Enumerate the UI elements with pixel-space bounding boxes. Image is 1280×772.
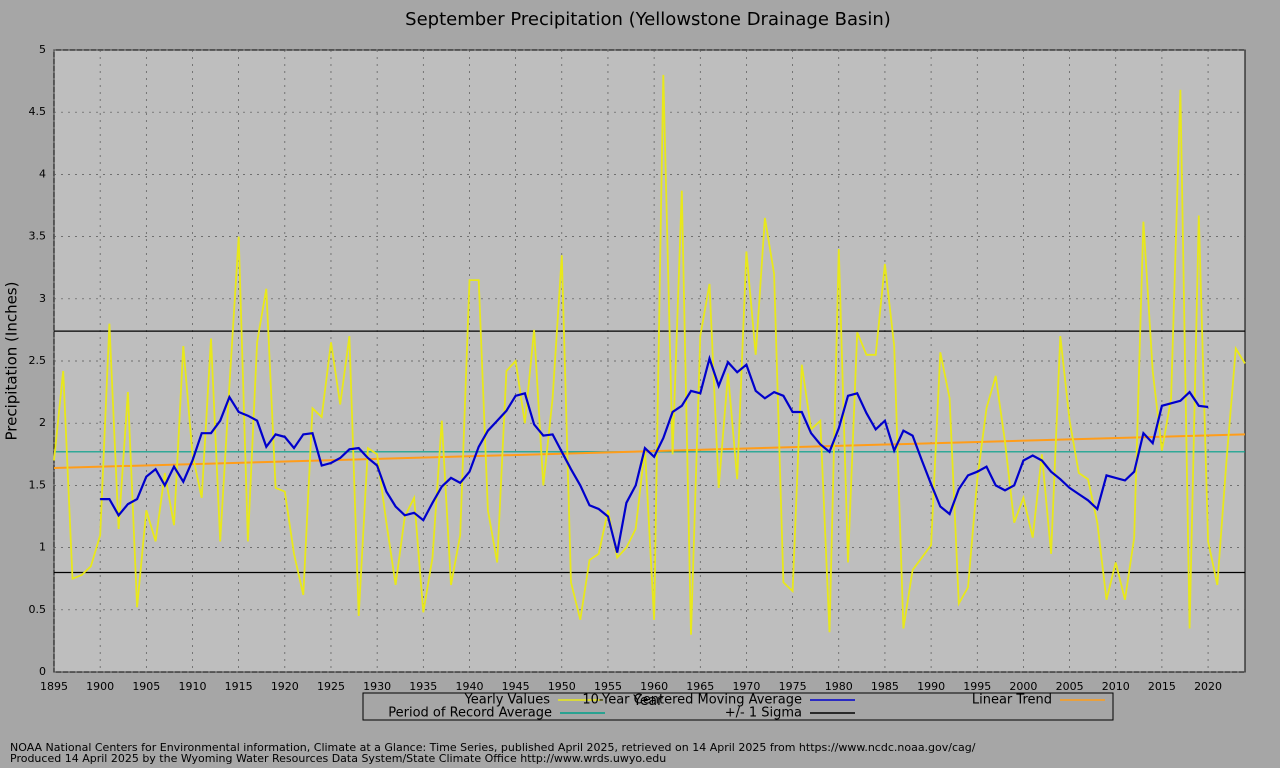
x-tick-label: 1960	[640, 680, 668, 693]
y-tick-label: 1	[39, 541, 46, 554]
x-tick-label: 1925	[317, 680, 345, 693]
legend-label: Yearly Values	[464, 693, 551, 708]
x-tick-label: 1955	[594, 680, 622, 693]
series-line	[100, 354, 1209, 553]
y-tick-label: 1.5	[29, 478, 47, 491]
x-tick-label: 2015	[1148, 680, 1176, 693]
y-tick-label: 0.5	[29, 603, 47, 616]
footer: Produced 14 April 2025 by the Wyoming Wa…	[10, 752, 666, 765]
x-tick-label: 1990	[917, 680, 945, 693]
x-tick-label: 1895	[40, 680, 68, 693]
x-tick-label: 1935	[409, 680, 437, 693]
y-axis-label: Precipitation (Inches)	[3, 282, 21, 441]
footer: NOAA National Centers for Environmental …	[10, 741, 976, 754]
x-tick-label: 1910	[178, 680, 206, 693]
y-tick-label: 3.5	[29, 230, 47, 243]
y-tick-label: 4	[39, 167, 46, 180]
y-tick-label: 4.5	[29, 105, 47, 118]
y-tick-label: 3	[39, 292, 46, 305]
y-tick-label: 2.5	[29, 354, 47, 367]
x-tick-label: 1965	[686, 680, 714, 693]
x-axis-label: Year	[632, 693, 663, 709]
x-tick-label: 1975	[779, 680, 807, 693]
series-line	[53, 74, 1246, 635]
x-tick-label: 1940	[455, 680, 483, 693]
legend-box	[362, 692, 1114, 721]
x-tick-label: 1920	[271, 680, 299, 693]
x-tick-label: 1930	[363, 680, 391, 693]
y-tick-label: 2	[39, 416, 46, 429]
x-tick-label: 1905	[132, 680, 160, 693]
x-tick-label: 1945	[502, 680, 530, 693]
x-tick-label: 1950	[548, 680, 576, 693]
legend-label: Period of Record Average	[388, 706, 552, 721]
x-tick-label: 2000	[1009, 680, 1037, 693]
legend-label: +/- 1 Sigma	[725, 706, 802, 721]
legend-label: Linear Trend	[972, 693, 1052, 708]
x-tick-label: 1970	[732, 680, 760, 693]
y-tick-label: 0	[39, 665, 46, 678]
x-tick-label: 1900	[86, 680, 114, 693]
x-tick-label: 1915	[225, 680, 253, 693]
x-tick-label: 2010	[1102, 680, 1130, 693]
chart-title: September Precipitation (Yellowstone Dra…	[405, 9, 891, 30]
x-tick-label: 2020	[1194, 680, 1222, 693]
y-tick-label: 5	[39, 43, 46, 56]
x-tick-label: 1985	[871, 680, 899, 693]
x-tick-label: 1980	[825, 680, 853, 693]
x-tick-label: 2005	[1056, 680, 1084, 693]
legend-label: 10-Year Centered Moving Average	[582, 693, 802, 708]
x-tick-label: 1995	[963, 680, 991, 693]
